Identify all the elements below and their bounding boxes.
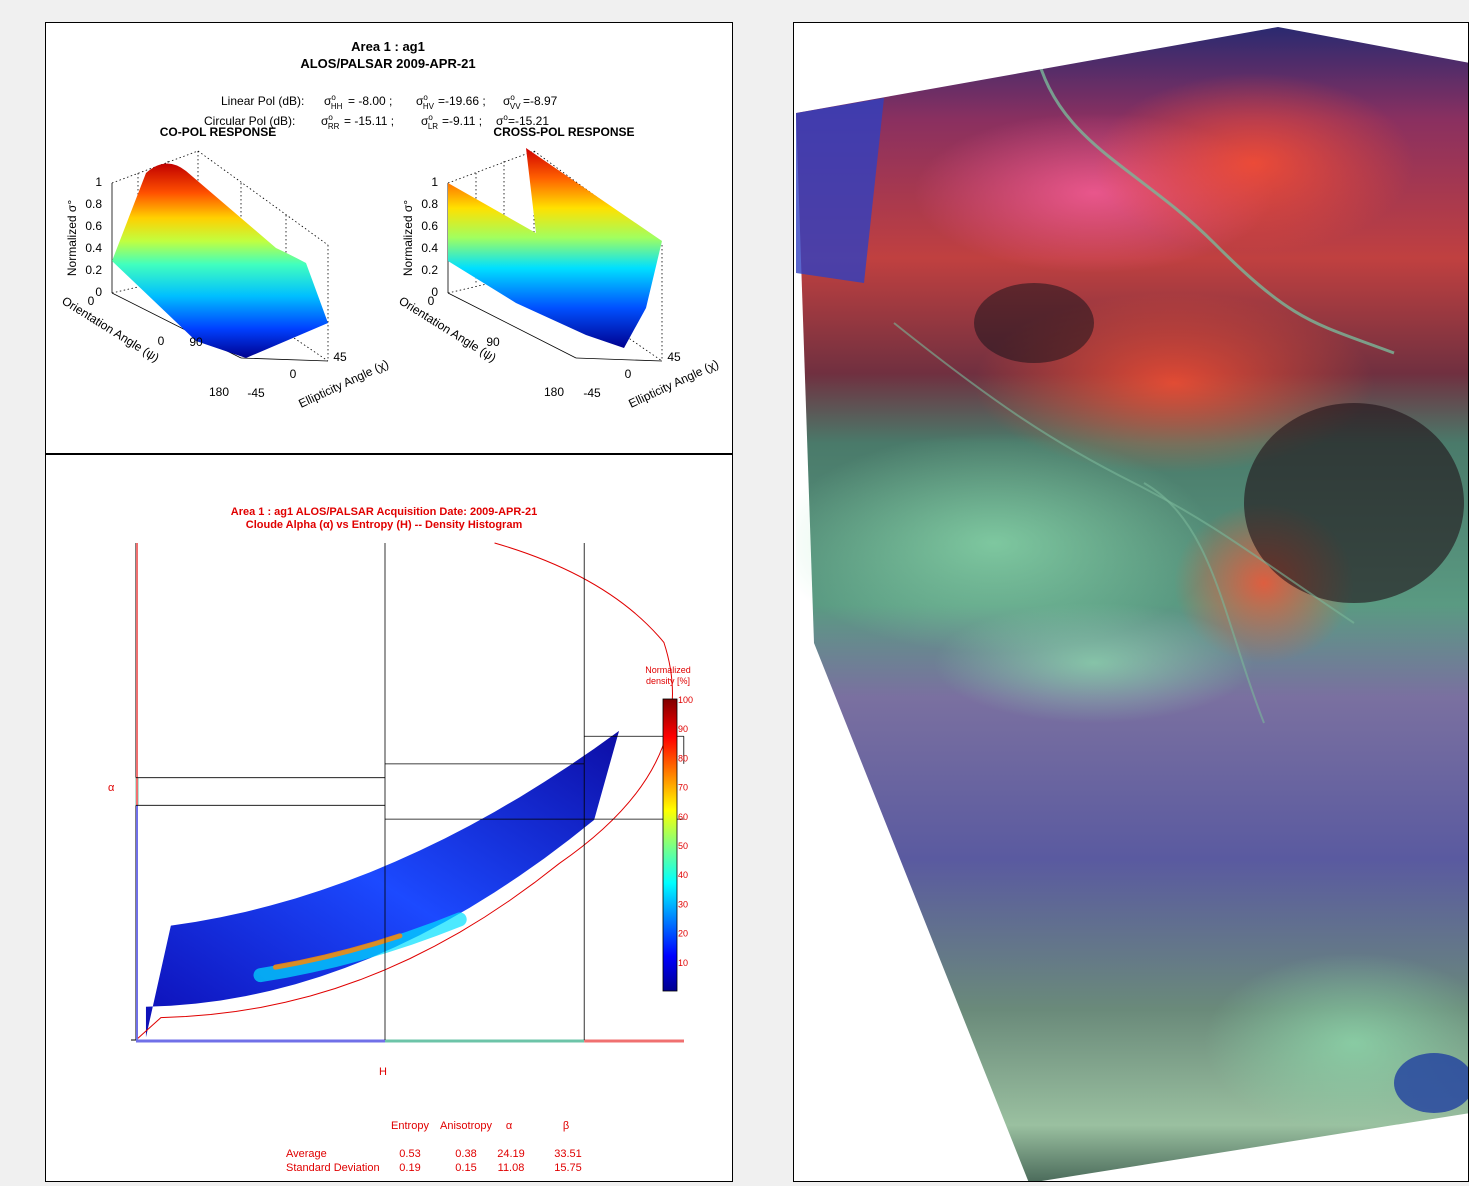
copol-response-plot: CO-POL RESPONSE	[59, 125, 390, 411]
colorbar-tick-10: 10	[678, 958, 688, 968]
copol-ztick-5: 1	[95, 175, 102, 189]
copol-xtick-0: 0	[158, 334, 165, 348]
crosspol-xtick-0: 0	[428, 294, 435, 308]
copol-xlabel: Orientation Angle (ψ)	[59, 294, 161, 365]
feasible-boundary-curve	[135, 542, 673, 1041]
sigma-rr-symbol: σo RR	[321, 113, 340, 131]
copol-ztick-3: 0.6	[85, 219, 102, 233]
stats-header-beta: β	[563, 1120, 569, 1132]
density-band	[145, 730, 620, 1038]
copol-ytick-0: 0	[290, 367, 297, 381]
colorbar-tick-70: 70	[678, 783, 688, 793]
copol-xtick-180: 180	[209, 385, 229, 399]
crosspol-surface	[448, 148, 662, 348]
sigma-hh-symbol: σo HH	[324, 93, 343, 111]
colorbar-gradient	[662, 698, 678, 992]
circular-pol-lr: =-9.11 ;	[442, 114, 482, 128]
colorbar-tick-90: 90	[678, 724, 688, 734]
sar-image-panel	[793, 22, 1469, 1183]
crosspol-ztick-3: 0.6	[421, 219, 438, 233]
colorbar-tick-20: 20	[678, 929, 688, 939]
colorbar-tick-80: 80	[678, 753, 688, 763]
ha-plot-area	[131, 542, 685, 1043]
circular-pol-rl: =-15.21	[508, 114, 549, 128]
crosspol-title: CROSS-POL RESPONSE	[493, 125, 634, 139]
crosspol-ztick-2: 0.4	[421, 241, 438, 255]
sigma-vv-symbol: σo VV	[503, 93, 521, 111]
copol-xtick-90: 90	[189, 335, 203, 349]
linear-pol-hv: =-19.66 ;	[438, 94, 486, 108]
colorbar-label-line1: Normalized	[645, 665, 691, 675]
stats-average-beta: 33.51	[554, 1148, 582, 1160]
copol-ytick-neg45: -45	[247, 386, 265, 400]
colorbar-tick-50: 50	[678, 841, 688, 851]
sar-rgb-composite-image	[796, 27, 1469, 1183]
ha-ylabel: α	[108, 782, 115, 794]
circular-pol-rr: = -15.11 ;	[344, 114, 394, 128]
ha-title-line1: Area 1 : ag1 ALOS/PALSAR Acquisition Dat…	[231, 506, 537, 518]
density-ridge-mid	[253, 912, 467, 983]
crosspol-ytick-0: 0	[625, 367, 632, 381]
copol-title: CO-POL RESPONSE	[160, 125, 276, 139]
copol-ylabel: Ellipticity Angle (χ)	[296, 357, 390, 411]
copol-zlabel: Normalized σ°	[65, 200, 79, 276]
colorbar-tick-40: 40	[678, 870, 688, 880]
crosspol-ztick-0: 0	[431, 285, 438, 299]
crosspol-ztick-4: 0.8	[421, 197, 438, 211]
linear-pol-vv: =-8.97	[523, 94, 558, 108]
crosspol-xtick-180: 180	[544, 385, 564, 399]
stats-row-average-label: Average	[286, 1148, 327, 1160]
crosspol-ytick-45: 45	[667, 350, 681, 364]
ha-xlabel: H	[379, 1066, 387, 1078]
colorbar-tick-100: 100	[678, 695, 693, 705]
stats-std-beta: 15.75	[554, 1162, 582, 1174]
density-ridge-peak	[272, 933, 403, 970]
crosspol-response-plot: CROSS-POL RESPONSE 0 0.2 0.4	[396, 125, 720, 411]
copol-ztick-1: 0.2	[85, 263, 102, 277]
linear-pol-hh: = -8.00 ;	[348, 94, 392, 108]
h-alpha-histogram-panel: Area 1 : ag1 ALOS/PALSAR Acquisition Dat…	[45, 454, 733, 1182]
polarization-signature-figure: Area 1 : ag1 ALOS/PALSAR 2009-APR-21 Lin…	[59, 39, 720, 411]
stats-average-alpha: 24.19	[497, 1148, 525, 1160]
copol-xtick-0b: 0	[88, 294, 95, 308]
colorbar-tick-30: 30	[678, 899, 688, 909]
crosspol-ytick-neg45: -45	[583, 386, 601, 400]
pol-title-line2: ALOS/PALSAR 2009-APR-21	[300, 56, 475, 71]
stats-header-anisotropy: Anisotropy	[440, 1120, 492, 1132]
crosspol-ztick-5: 1	[431, 175, 438, 189]
copol-surface	[112, 163, 328, 358]
copol-ytick-45: 45	[333, 350, 347, 364]
stats-row-std-label: Standard Deviation	[286, 1162, 380, 1174]
crosspol-xlabel: Orientation Angle (ψ)	[396, 294, 498, 365]
polarization-signature-panel: Area 1 : ag1 ALOS/PALSAR 2009-APR-21 Lin…	[45, 22, 733, 454]
ha-colorbar: Normalized density [%] 10 20 30 40 50 60 70 80 9…	[645, 665, 693, 992]
crosspol-zlabel: Normalized σ°	[401, 200, 415, 276]
colorbar-label-line2: density [%]	[646, 676, 690, 686]
h-alpha-histogram-chart: Area 1 : ag1 ALOS/PALSAR Acquisition Dat…	[108, 506, 693, 1174]
stats-average-anisotropy: 0.38	[455, 1148, 476, 1160]
copol-ztick-0: 0	[95, 285, 102, 299]
copol-ztick-2: 0.4	[85, 241, 102, 255]
pol-title-line1: Area 1 : ag1	[351, 39, 425, 54]
stats-std-entropy: 0.19	[399, 1162, 420, 1174]
colorbar-tick-60: 60	[678, 812, 688, 822]
copol-ztick-4: 0.8	[85, 197, 102, 211]
stats-std-alpha: 11.08	[498, 1162, 525, 1174]
stats-header-entropy: Entropy	[391, 1120, 429, 1132]
ha-stats-table: Entropy Anisotropy α β Average 0.53 0.38…	[286, 1120, 582, 1174]
crosspol-ztick-1: 0.2	[421, 263, 438, 277]
sigma-hv-symbol: σo HV	[416, 93, 435, 111]
crosspol-ylabel: Ellipticity Angle (χ)	[626, 357, 720, 411]
stats-std-anisotropy: 0.15	[455, 1162, 476, 1174]
linear-pol-label: Linear Pol (dB):	[221, 94, 304, 108]
circular-pol-label: Circular Pol (dB):	[204, 114, 295, 128]
crosspol-xtick-90: 90	[486, 335, 500, 349]
stats-average-entropy: 0.53	[399, 1148, 420, 1160]
ha-title-line2: Cloude Alpha (α) vs Entropy (H) -- Densi…	[246, 519, 523, 531]
stats-header-alpha: α	[506, 1120, 513, 1132]
sigma-lr-symbol: σo LR	[421, 113, 438, 131]
